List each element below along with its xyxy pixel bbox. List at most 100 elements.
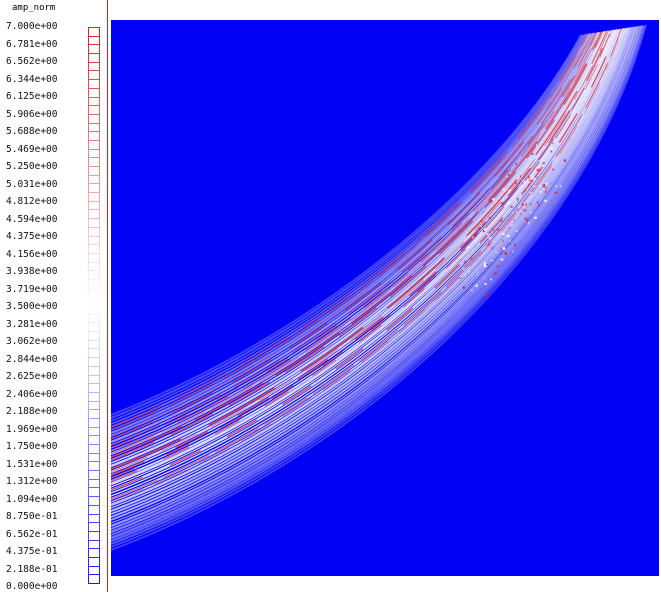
speckle-point (477, 274, 479, 276)
speckle-point (559, 184, 562, 188)
colorbar-tick-label: 3.500e+00 (6, 301, 58, 312)
speckle-point (524, 209, 527, 212)
speckle-point (539, 185, 541, 187)
speckle-point (512, 211, 514, 214)
speckle-point (516, 211, 518, 214)
wave-band (111, 28, 621, 497)
interference-speckle (458, 141, 566, 297)
wave-band (111, 26, 637, 530)
colorbar-tick-label: 4.375e+00 (6, 231, 58, 242)
speckle-point (545, 187, 547, 190)
colorbar-tick-label: 5.688e+00 (6, 126, 58, 137)
speckle-point (544, 191, 547, 193)
colorbar-tick-label: 1.312e+00 (6, 476, 58, 487)
speckle-point (524, 217, 528, 220)
speckle-point (492, 240, 494, 243)
wave-band (111, 25, 645, 546)
speckle-point (525, 203, 527, 206)
speckle-point (527, 184, 530, 187)
speckle-point (550, 150, 553, 153)
speckle-point (555, 185, 557, 188)
speckle-point (506, 235, 510, 238)
speckle-point (487, 242, 489, 244)
wave-band-peak (111, 28, 622, 500)
speckle-point (501, 202, 504, 205)
speckle-point (543, 186, 545, 188)
wave-band (111, 24, 647, 551)
speckle-point (484, 261, 486, 265)
wave-band (111, 32, 598, 449)
speckle-point (492, 228, 494, 231)
speckle-point (522, 209, 525, 211)
speckle-point (529, 211, 533, 214)
wave-band-peak (111, 29, 614, 482)
colorbar-tick-label: 7.000e+00 (6, 21, 58, 32)
speckle-point (502, 239, 504, 243)
wave-band (111, 27, 629, 513)
speckle-point (538, 169, 541, 172)
speckle-point (489, 200, 493, 203)
wave-band (111, 26, 634, 524)
speckle-point (534, 216, 537, 219)
wave-band (111, 25, 640, 536)
wave-band (111, 34, 584, 419)
speckle-point (514, 243, 516, 247)
wave-band (111, 25, 642, 540)
wave-band (111, 30, 612, 479)
speckle-point (473, 234, 477, 237)
wave-band (111, 27, 627, 509)
wave-band-peak (111, 28, 624, 503)
speckle-point (507, 201, 511, 204)
colorbar-tick-label: 3.719e+00 (6, 283, 58, 295)
speckle-point (492, 198, 495, 201)
wave-band-peak (111, 32, 599, 452)
speckle-point (480, 220, 483, 222)
speckle-point (462, 286, 465, 289)
speckle-point (500, 258, 504, 261)
colorbar-tick-label: 2.844e+00 (6, 353, 58, 365)
speckle-point (529, 202, 532, 205)
speckle-point (529, 191, 532, 194)
speckle-point (458, 277, 462, 279)
speckle-point (548, 141, 551, 143)
wave-bands (111, 24, 647, 551)
speckle-point (530, 158, 532, 161)
speckle-point (545, 183, 548, 185)
speckle-point (514, 199, 516, 202)
colorbar-tick-label: 2.188e-01 (6, 563, 58, 575)
speckle-point (508, 227, 511, 229)
colorbar-tick-label: 6.344e+00 (6, 73, 58, 85)
wave-band-peak (111, 33, 592, 437)
speckle-point (531, 176, 534, 179)
speckle-point (483, 277, 486, 279)
speckle-point (502, 247, 506, 250)
speckle-point (534, 159, 537, 162)
colorbar-tick-label: 4.594e+00 (6, 213, 58, 225)
speckle-point (554, 191, 558, 194)
speckle-point (490, 259, 494, 262)
speckle-point (528, 221, 530, 225)
speckle-point (499, 260, 502, 262)
speckle-point (542, 184, 546, 187)
wave-band (111, 34, 585, 422)
wave-band-peak (111, 30, 608, 470)
colorbar-tick-label: 1.094e+00 (6, 493, 58, 505)
wave-band-peak (111, 33, 589, 431)
speckle-point (533, 185, 536, 188)
panel-divider[interactable] (107, 0, 108, 592)
wave-band (111, 29, 617, 488)
colorbar-tick-labels: 7.000e+00 6.781e+00 6.562e+00 6.344e+00 6.12… (0, 0, 80, 592)
wave-band (111, 27, 630, 515)
speckle-point (515, 182, 517, 184)
colorbar-swatches (88, 27, 102, 584)
wave-band (111, 33, 588, 428)
wave-band-peak (111, 31, 604, 461)
colorbar-tick-label: 3.281e+00 (6, 318, 58, 330)
colorbar-tick-label: 5.469e+00 (6, 143, 58, 155)
wave-band (111, 34, 582, 416)
speckle-point (482, 242, 484, 244)
speckle-point (471, 236, 475, 239)
speckle-point (542, 162, 545, 164)
wave-band-peak (111, 33, 588, 428)
heatmap-plot[interactable] (111, 20, 659, 576)
